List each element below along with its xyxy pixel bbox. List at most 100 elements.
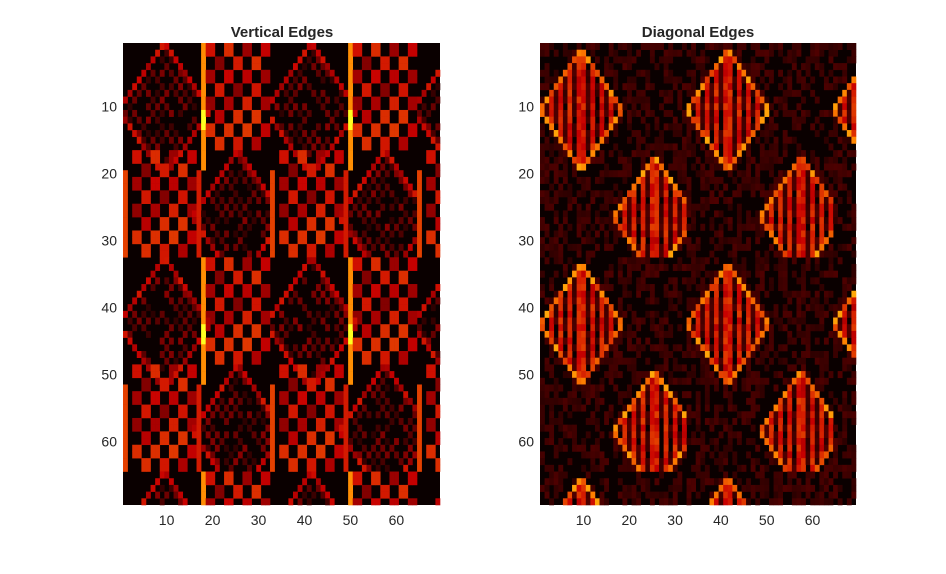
diagonal-edges-cell — [572, 143, 577, 151]
vertical-edges-cell — [338, 304, 344, 312]
vertical-edges-cell — [224, 471, 229, 479]
diagonal-edges-cell — [709, 69, 715, 77]
vertical-edges-cell — [196, 210, 202, 218]
vertical-edges-cell — [159, 123, 165, 131]
vertical-edges-cell — [224, 243, 229, 251]
vertical-edges-cell — [394, 43, 399, 50]
vertical-edges-cell — [297, 83, 303, 91]
vertical-edges-cell — [435, 170, 441, 178]
diagonal-edges-cell — [585, 310, 591, 318]
diagonal-edges-cell — [851, 324, 857, 332]
diagonal-edges-cell — [663, 451, 669, 459]
diagonal-edges-cell — [791, 43, 797, 50]
diagonal-edges-cell — [805, 417, 811, 425]
diagonal-edges-cell — [599, 83, 605, 91]
vertical-edges-cell — [366, 143, 372, 151]
vertical-edges-cell — [380, 444, 386, 452]
vertical-edges-cell — [315, 136, 321, 144]
diagonal-edges-cell — [540, 270, 545, 278]
vertical-edges-cell — [251, 384, 257, 392]
vertical-edges-cell — [196, 411, 202, 419]
vertical-edges-cell — [430, 391, 436, 399]
diagonal-edges-cell — [851, 83, 857, 91]
vertical-edges-cell — [224, 337, 229, 345]
diagonal-edges-cell — [686, 223, 692, 231]
vertical-edges-cell — [182, 317, 188, 325]
diagonal-edges-cell — [727, 116, 733, 124]
vertical-edges-cell — [247, 377, 252, 385]
diagonal-edges-cell — [654, 136, 660, 144]
diagonal-edges-cell — [549, 109, 555, 117]
diagonal-edges-cell — [576, 284, 582, 292]
diagonal-edges-cell — [759, 357, 765, 365]
diagonal-edges-cell — [736, 344, 742, 352]
vertical-edges-cell — [247, 43, 252, 50]
diagonal-edges-cell — [764, 451, 770, 459]
diagonal-edges-cell — [540, 83, 545, 91]
diagonal-edges-cell — [617, 203, 623, 211]
diagonal-edges-cell — [768, 130, 774, 138]
diagonal-edges-cell — [622, 170, 628, 178]
diagonal-edges-cell — [585, 498, 591, 506]
vertical-edges-cell — [155, 210, 161, 218]
diagonal-edges-cell — [581, 96, 587, 104]
diagonal-edges-cell — [773, 43, 779, 50]
diagonal-edges-cell — [599, 458, 605, 466]
diagonal-edges-cell — [736, 357, 742, 365]
diagonal-edges-cell — [677, 123, 683, 131]
diagonal-edges-cell — [727, 83, 733, 91]
vertical-edges-cell — [265, 498, 271, 506]
diagonal-edges-cell — [801, 444, 806, 452]
diagonal-edges-cell — [851, 96, 857, 104]
vertical-edges-cell — [384, 438, 390, 446]
diagonal-edges-cell — [718, 243, 724, 251]
diagonal-edges-cell — [778, 478, 784, 486]
vertical-edges-cell — [398, 136, 404, 144]
diagonal-edges-cell — [590, 337, 596, 345]
diagonal-edges-cell — [704, 284, 710, 292]
vertical-edges-cell — [136, 397, 142, 405]
vertical-edges-cell — [403, 197, 409, 204]
diagonal-edges-cell — [672, 217, 678, 225]
diagonal-edges-cell — [732, 190, 738, 198]
vertical-edges-cell — [412, 210, 418, 218]
diagonal-edges-cell — [764, 424, 770, 432]
diagonal-edges-cell — [727, 344, 733, 352]
vertical-edges-cell — [288, 163, 294, 171]
diagonal-edges-cell — [787, 391, 793, 399]
diagonal-edges-cell — [585, 83, 591, 91]
vertical-edges-cell — [214, 484, 220, 492]
vertical-edges-cell — [371, 317, 376, 325]
vertical-edges-cell — [168, 163, 174, 171]
diagonal-edges-cell — [796, 458, 802, 466]
diagonal-edges-cell — [732, 103, 738, 111]
diagonal-edges-cell — [672, 183, 678, 191]
diagonal-edges-cell — [851, 330, 857, 338]
vertical-edges-cell — [384, 351, 390, 358]
diagonal-edges-cell — [846, 210, 852, 218]
diagonal-edges-cell — [599, 297, 605, 305]
vertical-edges-cell — [302, 371, 308, 379]
vertical-edges-cell — [417, 183, 422, 191]
vertical-edges-cell — [233, 277, 239, 285]
diagonal-edges-cell — [819, 203, 825, 211]
diagonal-edges-cell — [608, 431, 614, 439]
vertical-edges-cell — [219, 56, 225, 64]
vertical-edges-cell — [343, 230, 349, 238]
diagonal-edges-cell — [562, 163, 568, 171]
vertical-edges-cell — [283, 397, 289, 405]
diagonal-edges-cell — [627, 243, 632, 251]
diagonal-edges-cell — [585, 297, 591, 305]
diagonal-edges-cell — [631, 364, 637, 372]
vertical-edges-cell — [375, 69, 381, 77]
vertical-edges-cell — [315, 417, 321, 425]
vertical-edges-cell — [398, 417, 404, 425]
diagonal-edges-cell — [768, 163, 774, 171]
diagonal-edges-cell — [553, 451, 559, 459]
diagonal-edges-cell — [805, 484, 811, 492]
diagonal-edges-cell — [581, 176, 587, 184]
diagonal-edges-cell — [649, 424, 655, 432]
vertical-edges-cell — [279, 230, 285, 238]
vertical-edges-cell — [274, 123, 280, 131]
vertical-edges-cell — [407, 431, 413, 439]
